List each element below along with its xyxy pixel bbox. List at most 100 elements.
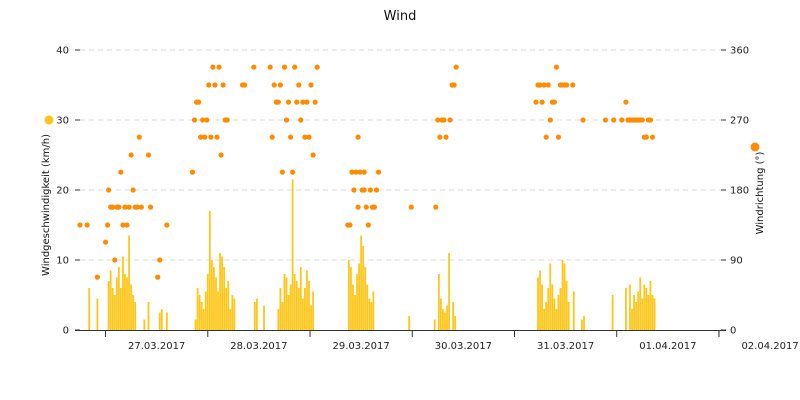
wind-speed-bar[interactable] (196, 288, 199, 330)
wind-speed-bar[interactable] (629, 284, 631, 331)
wind-speed-bar[interactable] (213, 267, 215, 330)
wind-direction-point[interactable] (541, 82, 547, 88)
wind-direction-point[interactable] (296, 82, 302, 88)
wind-direction-point[interactable] (361, 169, 367, 175)
wind-direction-point[interactable] (306, 134, 312, 140)
wind-speed-bar[interactable] (301, 298, 304, 331)
wind-direction-point[interactable] (292, 64, 298, 70)
wind-direction-point[interactable] (304, 99, 310, 105)
wind-direction-point[interactable] (110, 204, 116, 210)
wind-direction-point[interactable] (357, 169, 363, 175)
wind-direction-point[interactable] (206, 82, 212, 88)
wind-direction-point[interactable] (130, 187, 136, 193)
wind-speed-bar[interactable] (293, 274, 296, 330)
wind-speed-bar[interactable] (647, 295, 650, 330)
wind-speed-bar[interactable] (561, 260, 564, 330)
wind-speed-bar[interactable] (625, 288, 627, 330)
wind-direction-point[interactable] (251, 64, 257, 70)
wind-direction-point[interactable] (355, 204, 361, 210)
wind-direction-point[interactable] (570, 82, 576, 88)
wind-speed-bar[interactable] (263, 305, 265, 331)
wind-speed-bar[interactable] (439, 298, 442, 331)
wind-speed-bar[interactable] (115, 277, 118, 331)
wind-direction-point[interactable] (545, 82, 551, 88)
wind-speed-bar[interactable] (352, 284, 354, 331)
wind-direction-point[interactable] (126, 204, 132, 210)
wind-direction-point[interactable] (212, 82, 218, 88)
wind-direction-point[interactable] (269, 134, 275, 140)
wind-speed-bar[interactable] (360, 235, 363, 331)
wind-speed-bar[interactable] (217, 291, 219, 331)
wind-speed-bar[interactable] (198, 295, 201, 330)
wind-direction-point[interactable] (118, 169, 124, 175)
wind-speed-bar[interactable] (368, 298, 371, 331)
wind-speed-bar[interactable] (370, 302, 373, 330)
wind-speed-bar[interactable] (122, 256, 124, 331)
wind-speed-bar[interactable] (362, 246, 365, 330)
wind-direction-point[interactable] (279, 169, 286, 175)
wind-speed-bar[interactable] (253, 302, 256, 330)
wind-speed-bar[interactable] (210, 260, 213, 330)
wind-direction-point[interactable] (349, 169, 355, 175)
wind-direction-point[interactable] (553, 64, 560, 70)
wind-speed-bar[interactable] (444, 312, 446, 331)
wind-speed-bar[interactable] (653, 298, 656, 331)
wind-direction-point[interactable] (271, 82, 277, 88)
wind-speed-bar[interactable] (113, 295, 116, 330)
wind-speed-bar[interactable] (287, 295, 290, 330)
wind-direction-point[interactable] (277, 82, 283, 88)
wind-speed-bar[interactable] (231, 295, 234, 330)
wind-speed-bar[interactable] (308, 281, 310, 330)
wind-speed-bar[interactable] (132, 295, 135, 330)
wind-speed-bar[interactable] (452, 302, 455, 330)
wind-direction-point[interactable] (375, 169, 382, 175)
wind-speed-bar[interactable] (306, 270, 308, 331)
wind-direction-point[interactable] (365, 222, 371, 228)
wind-direction-point[interactable] (619, 117, 625, 123)
wind-speed-bar[interactable] (641, 298, 644, 331)
wind-speed-bar[interactable] (255, 298, 258, 331)
wind-direction-point[interactable] (533, 99, 539, 105)
wind-direction-point[interactable] (555, 134, 562, 140)
wind-speed-bar[interactable] (581, 319, 583, 331)
wind-speed-bar[interactable] (541, 284, 543, 331)
wind-speed-bar[interactable] (366, 284, 369, 331)
wind-direction-point[interactable] (355, 134, 361, 140)
wind-speed-bar[interactable] (454, 316, 457, 330)
wind-speed-bar[interactable] (221, 256, 223, 331)
wind-direction-point[interactable] (580, 117, 586, 123)
wind-direction-series[interactable] (77, 64, 656, 280)
wind-direction-point[interactable] (367, 187, 373, 193)
wind-direction-point[interactable] (138, 204, 144, 210)
wind-speed-bar[interactable] (166, 312, 168, 331)
wind-speed-bar[interactable] (295, 281, 298, 330)
wind-speed-series[interactable] (88, 179, 656, 331)
wind-speed-bar[interactable] (227, 281, 230, 330)
wind-direction-point[interactable] (639, 117, 645, 123)
wind-direction-point[interactable] (564, 82, 570, 88)
wind-speed-bar[interactable] (559, 288, 562, 330)
wind-speed-bar[interactable] (128, 235, 130, 331)
wind-speed-bar[interactable] (107, 281, 110, 330)
wind-direction-point[interactable] (216, 64, 222, 70)
wind-direction-point[interactable] (433, 204, 439, 210)
wind-speed-bar[interactable] (547, 288, 550, 330)
wind-direction-point[interactable] (145, 152, 152, 158)
wind-speed-bar[interactable] (448, 253, 450, 330)
wind-speed-bar[interactable] (147, 302, 150, 330)
wind-speed-bar[interactable] (88, 288, 91, 330)
wind-speed-bar[interactable] (539, 270, 541, 331)
wind-direction-point[interactable] (294, 99, 300, 105)
wind-speed-bar[interactable] (372, 291, 375, 331)
wind-speed-bar[interactable] (649, 281, 652, 330)
wind-speed-bar[interactable] (299, 267, 302, 330)
wind-direction-point[interactable] (302, 134, 308, 140)
wind-speed-bar[interactable] (557, 295, 560, 330)
wind-speed-bar[interactable] (225, 288, 228, 330)
wind-direction-point[interactable] (285, 99, 292, 105)
wind-direction-point[interactable] (204, 117, 210, 123)
wind-speed-bar[interactable] (356, 274, 358, 330)
wind-direction-point[interactable] (351, 187, 357, 193)
wind-direction-point[interactable] (347, 222, 353, 228)
wind-direction-point[interactable] (147, 204, 154, 210)
